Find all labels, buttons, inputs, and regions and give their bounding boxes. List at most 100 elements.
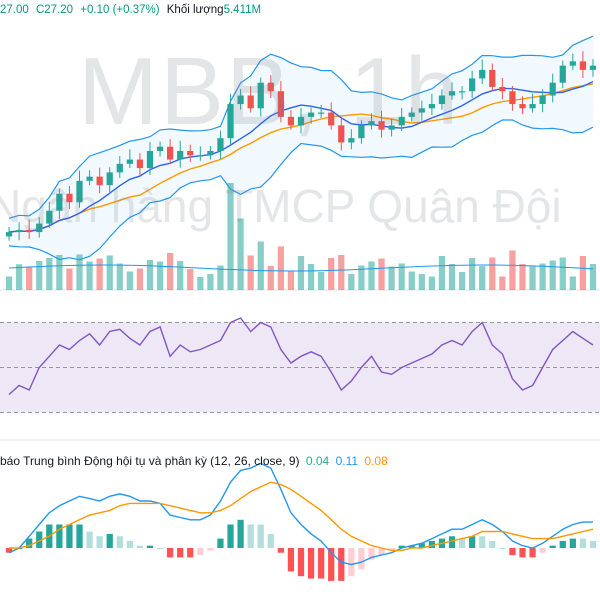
volume-bar: [76, 254, 83, 290]
candle-body: [418, 108, 425, 113]
volume-bar: [569, 276, 576, 290]
volume-value: 5.411M: [223, 4, 262, 16]
volume-bar: [539, 263, 546, 290]
volume-bar: [438, 256, 446, 290]
volume-bar: [15, 264, 23, 290]
macd-histogram-bar: [66, 524, 73, 548]
volume-bar: [257, 241, 264, 290]
macd-histogram-bar: [328, 548, 335, 581]
macd-histogram-bar: [428, 540, 436, 548]
candle-body: [408, 112, 415, 117]
candle-body: [146, 151, 154, 169]
macd-histogram-bar: [56, 524, 63, 548]
candle-body: [166, 146, 174, 160]
macd-signal-line: [9, 481, 594, 552]
volume-bar: [318, 272, 325, 290]
candle-body: [348, 138, 355, 143]
macd-histogram-bar: [86, 531, 93, 548]
macd-histogram-bar: [338, 548, 345, 581]
volume-bar: [106, 255, 113, 290]
volume-bar: [177, 261, 184, 290]
candle-body: [156, 146, 164, 151]
candle-body: [388, 125, 395, 130]
candle-body: [378, 121, 385, 130]
candle-body: [398, 116, 405, 126]
candle-body: [549, 82, 556, 96]
candle-body: [106, 172, 113, 186]
macd-histogram-bar: [318, 548, 325, 579]
volume-bar: [126, 271, 133, 290]
macd-histogram-bar: [569, 538, 576, 548]
macd-histogram-bar: [237, 519, 244, 548]
candle-body: [5, 232, 13, 237]
volume-bar: [56, 255, 63, 290]
macd-histogram-bar: [579, 538, 587, 548]
volume-bar: [559, 257, 566, 290]
macd-histogram-bar: [36, 531, 43, 548]
volume-bar: [297, 256, 305, 290]
macd-histogram-bar: [197, 548, 204, 556]
candle-body: [26, 229, 33, 233]
volume-bar: [378, 258, 385, 290]
volume-bar: [328, 258, 335, 290]
macd-histogram-bar: [358, 548, 365, 570]
candle-body: [539, 95, 546, 105]
macd-histogram-bar: [398, 545, 405, 548]
macd-histogram-bar: [418, 543, 425, 548]
volume-bar: [469, 258, 476, 290]
macd-histogram-bar: [307, 548, 315, 579]
bollinger-upper-line: [8, 35, 594, 219]
candle-body: [247, 95, 254, 109]
volume-bar: [388, 266, 395, 290]
macd-histogram-bar: [247, 524, 254, 548]
macd-histogram-bar: [76, 524, 83, 548]
ohlc-low: 27.00: [0, 4, 29, 16]
candle-body: [499, 86, 506, 92]
candle-body: [227, 104, 234, 139]
candle-body: [136, 159, 144, 169]
bollinger-fill: [9, 36, 593, 260]
volume-bar: [5, 276, 13, 290]
volume-bar: [247, 255, 254, 290]
macd-histogram-bar: [5, 548, 13, 553]
macd-histogram-bar: [348, 548, 355, 577]
candle-body: [297, 116, 305, 126]
volume-bar: [509, 250, 516, 290]
candle-body: [76, 180, 83, 203]
bollinger-lower-line: [8, 119, 594, 261]
candle-body: [479, 69, 486, 79]
candle-body: [207, 151, 214, 156]
macd-histogram-bar: [146, 545, 154, 548]
volume-bar: [227, 183, 234, 290]
rsi-line: [8, 317, 594, 396]
volume-bar: [26, 266, 33, 290]
candle-body: [267, 82, 274, 92]
candle-body: [126, 159, 133, 164]
macd-histogram-bar: [26, 538, 33, 548]
volume-bar: [207, 274, 214, 290]
volume-bar: [529, 266, 536, 290]
macd-histogram-bar: [539, 548, 546, 553]
volume-bar: [448, 264, 456, 290]
volume-bar: [217, 265, 224, 290]
candle-body: [328, 112, 335, 126]
macd-legend[interactable]: báo Trung bình Động hội tụ và phân kỳ (1…: [0, 452, 391, 470]
volume-bar: [277, 246, 284, 290]
volume-bar: [458, 272, 466, 290]
candle-body: [469, 78, 476, 92]
macd-histogram-bar: [106, 533, 113, 548]
volume-bar: [86, 261, 93, 290]
bollinger-basis-line: [8, 80, 594, 233]
candle-body: [237, 95, 244, 105]
volume-bar: [549, 260, 556, 290]
volume-bar: [267, 266, 274, 290]
macd-histogram-bar: [166, 548, 174, 558]
volume-label: Khối lượng: [166, 4, 224, 16]
candle-body: [187, 151, 194, 156]
macd-histogram-bar: [589, 540, 597, 548]
candle-body: [96, 176, 103, 186]
volume-bar: [116, 263, 123, 290]
macd-histogram-bar: [136, 545, 144, 548]
volume-bar: [166, 253, 174, 290]
